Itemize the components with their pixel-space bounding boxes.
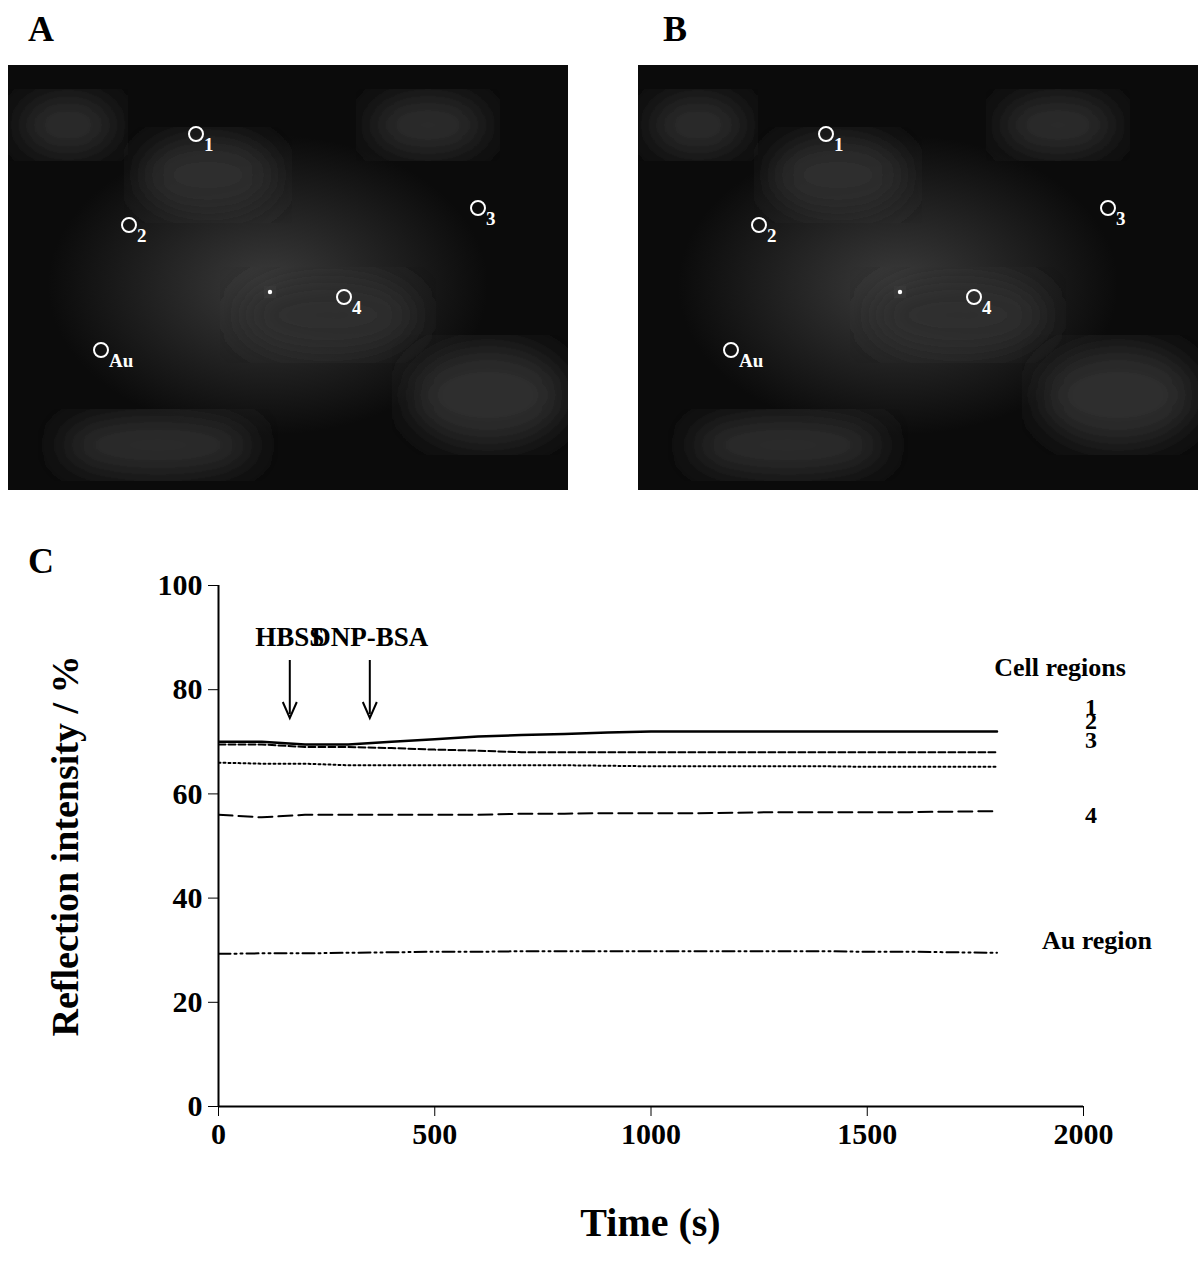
svg-text:2000: 2000: [1054, 1117, 1114, 1150]
html-text:Cell regions: Cell regions: [994, 653, 1126, 682]
svg-text:1500: 1500: [837, 1117, 897, 1150]
svg-text:Au: Au: [109, 350, 134, 371]
svg-text:4: 4: [352, 297, 362, 318]
svg-text:3: 3: [1085, 727, 1097, 753]
svg-text:20: 20: [173, 985, 203, 1018]
svg-text:500: 500: [412, 1117, 457, 1150]
svg-text:1: 1: [204, 134, 214, 155]
svg-text:3: 3: [1116, 208, 1126, 229]
svg-text:40: 40: [173, 881, 203, 914]
svg-text:60: 60: [173, 777, 203, 810]
svg-text:80: 80: [173, 672, 203, 705]
svg-text:1: 1: [834, 134, 844, 155]
html-text:A: A: [28, 9, 54, 49]
svg-text:4: 4: [1085, 802, 1097, 828]
svg-text:2: 2: [1085, 707, 1097, 734]
html-text:Reflection intensity / %: Reflection intensity / %: [44, 655, 86, 1036]
svg-text:100: 100: [158, 568, 203, 601]
svg-text:Au region: Au region: [1042, 926, 1153, 955]
svg-text:DNP-BSA: DNP-BSA: [311, 622, 429, 652]
svg-text:4: 4: [982, 297, 992, 318]
svg-text:0: 0: [188, 1089, 203, 1122]
svg-text:3: 3: [486, 208, 496, 229]
svg-text:1000: 1000: [621, 1117, 681, 1150]
svg-text:HBSS: HBSS: [255, 622, 325, 653]
svg-text:0: 0: [211, 1117, 226, 1150]
svg-text:2: 2: [767, 225, 777, 246]
html-text:B: B: [663, 9, 687, 49]
html-text:Time (s): Time (s): [580, 1199, 721, 1245]
svg-text:Au: Au: [739, 350, 764, 371]
html-text:C: C: [28, 541, 54, 581]
svg-text:2: 2: [137, 225, 147, 246]
